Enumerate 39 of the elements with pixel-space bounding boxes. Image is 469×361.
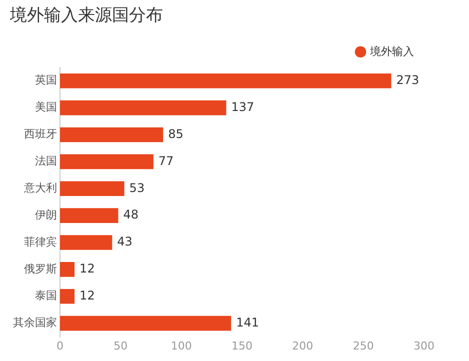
- y-tick-label: 法国: [35, 154, 57, 168]
- data-label: 53: [129, 180, 145, 195]
- x-tick-label: 300: [414, 339, 434, 352]
- bar: [60, 262, 75, 277]
- bar: [60, 235, 112, 250]
- bar: [60, 73, 392, 88]
- legend-label: 境外输入: [369, 44, 414, 58]
- x-tick-label: 0: [56, 339, 64, 352]
- bar: [60, 181, 124, 196]
- data-label: 48: [123, 208, 139, 222]
- x-tick-label: 200: [292, 339, 314, 352]
- data-label: 141: [236, 315, 259, 330]
- bar: [60, 288, 75, 304]
- data-label: 273: [396, 72, 420, 87]
- data-label: 137: [231, 100, 254, 114]
- y-tick-label: 英国: [35, 74, 57, 87]
- bar: [60, 154, 154, 170]
- y-tick-label: 泰国: [35, 289, 57, 302]
- bar: [60, 127, 164, 142]
- x-tick-label: 150: [232, 339, 252, 352]
- x-tick-label: 50: [114, 339, 128, 352]
- data-label: 43: [117, 234, 132, 249]
- y-tick-label: 意大利: [23, 181, 57, 194]
- y-tick-label: 菲律宾: [24, 235, 57, 248]
- x-tick-label: 100: [170, 339, 192, 352]
- data-label: 77: [158, 154, 174, 168]
- y-tick-label: 其余国家: [13, 316, 57, 330]
- y-tick-label: 俄罗斯: [24, 262, 57, 276]
- data-label: 12: [80, 288, 95, 303]
- data-label: 85: [168, 126, 184, 141]
- y-tick-label: 美国: [35, 100, 57, 114]
- data-label: 12: [80, 262, 95, 276]
- y-tick-label: 西班牙: [24, 128, 57, 141]
- y-tick-label: 伊朗: [35, 208, 57, 222]
- bar: [60, 208, 118, 223]
- bar: [60, 100, 226, 116]
- bar: [60, 316, 232, 331]
- chart-title: 境外输入来源国分布: [9, 6, 163, 26]
- x-tick-label: 250: [352, 339, 374, 352]
